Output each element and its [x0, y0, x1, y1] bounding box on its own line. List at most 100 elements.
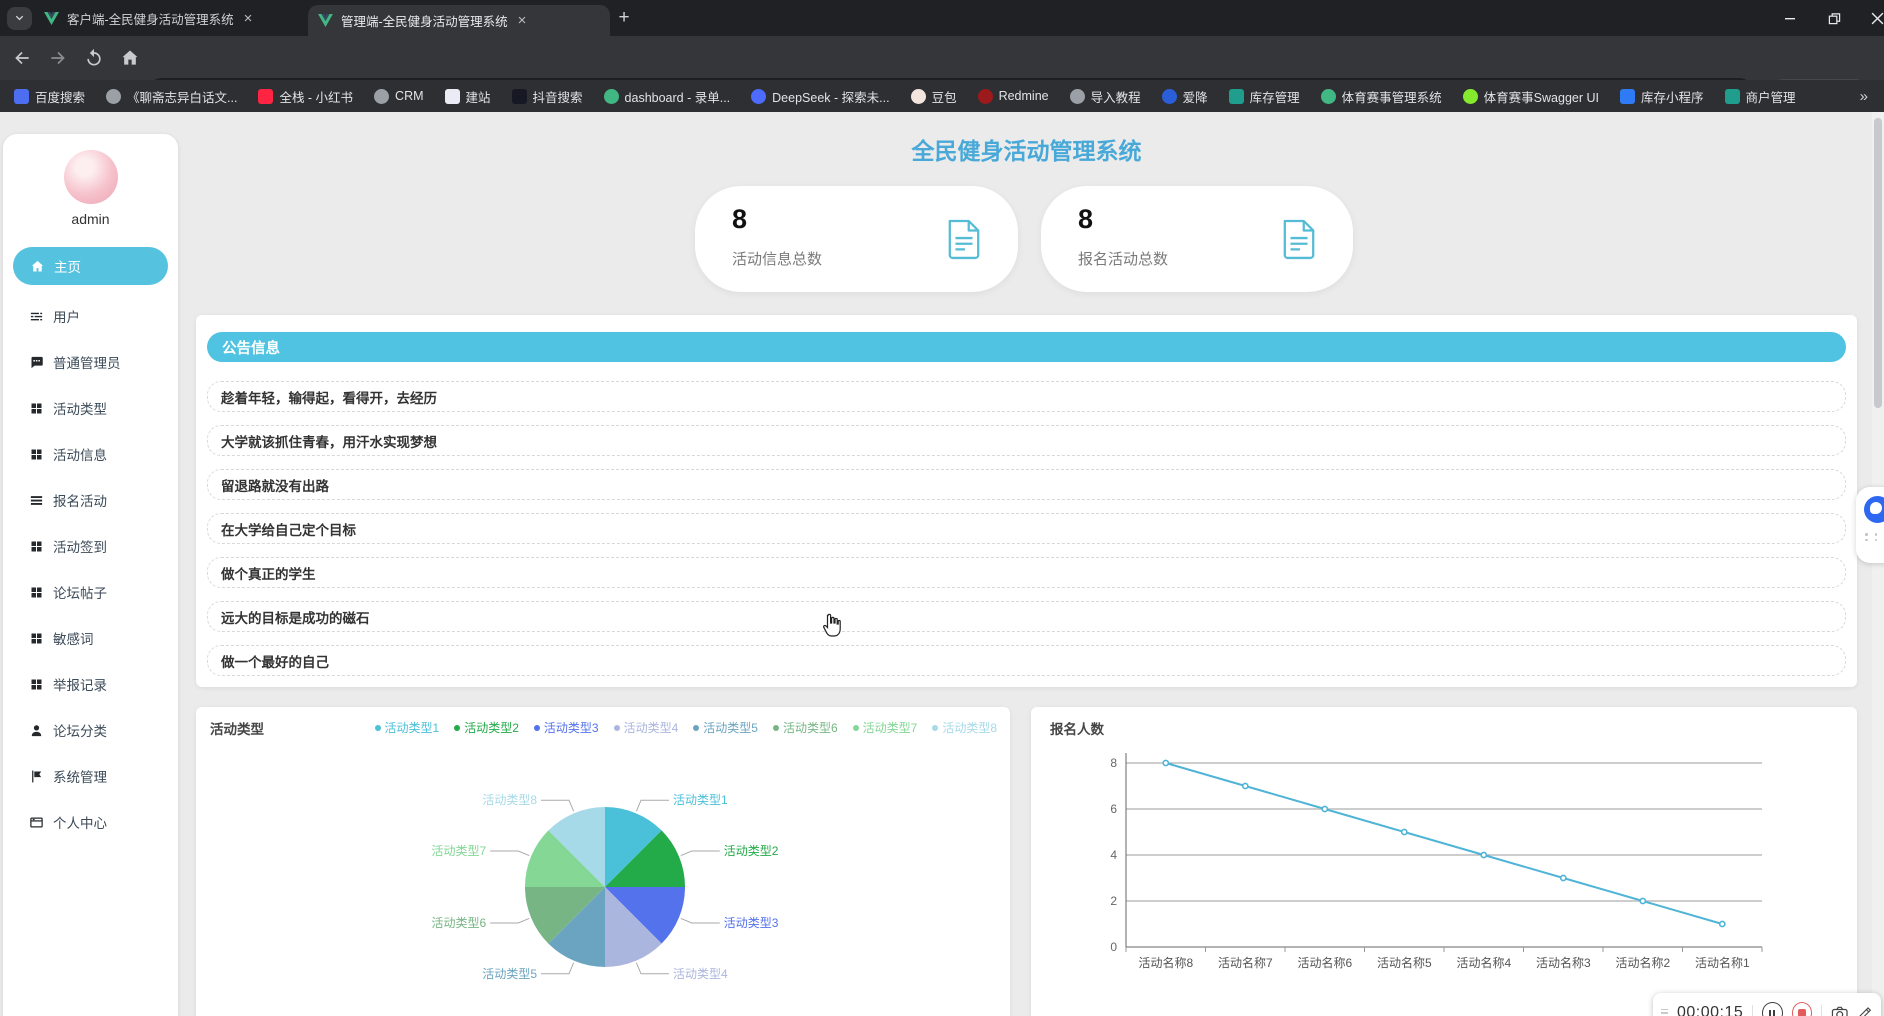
home-icon: [30, 259, 45, 274]
bookmark-item[interactable]: 爱降: [1161, 87, 1208, 106]
sidebar-item-6[interactable]: 活动签到: [3, 523, 178, 569]
recording-time: 00:00:15: [1677, 1004, 1744, 1016]
x-category-label: 活动名称6: [1297, 955, 1352, 970]
legend-item[interactable]: 活动类型5: [693, 719, 758, 736]
tab-admin[interactable]: 管理端-全民健身活动管理系统 ×: [308, 5, 610, 36]
document-icon: [1283, 219, 1315, 260]
bookmark-label: 全栈 - 小红书: [279, 90, 354, 105]
home-icon[interactable]: [120, 48, 140, 68]
sidebar-item-2[interactable]: 普通管理员: [3, 339, 178, 385]
pie-label-line: [541, 799, 575, 812]
new-tab-button[interactable]: +: [618, 7, 630, 28]
legend-marker: [852, 724, 859, 731]
back-icon[interactable]: [12, 48, 32, 68]
bookmark-item[interactable]: 商户管理: [1724, 87, 1796, 106]
bookmark-item[interactable]: 体育赛事Swagger UI: [1462, 87, 1599, 106]
bookmark-item[interactable]: 抖音搜索: [511, 87, 583, 106]
bookmarks-overflow-icon[interactable]: »: [1859, 87, 1868, 105]
bookmark-item[interactable]: 《聊斋志异白话文...: [106, 87, 237, 106]
sidebar-item-3[interactable]: 活动类型: [3, 385, 178, 431]
legend-item[interactable]: 活动类型1: [374, 719, 440, 736]
legend-label: 活动类型1: [384, 721, 440, 735]
pie-slice: [525, 887, 605, 944]
pause-button[interactable]: [1762, 1002, 1783, 1016]
forward-icon[interactable]: [48, 48, 68, 68]
pencil-icon[interactable]: [1857, 1005, 1873, 1016]
maximize-button[interactable]: [1812, 0, 1857, 36]
bookmark-item[interactable]: 库存小程序: [1619, 87, 1704, 106]
pie-label: 活动类型1: [673, 793, 728, 807]
pie-slice: [548, 807, 605, 887]
bookmark-item[interactable]: 百度搜索: [14, 87, 85, 106]
legend-item[interactable]: 活动类型8: [932, 719, 997, 736]
y-tick-label: 2: [1110, 894, 1117, 908]
legend-item[interactable]: 活动类型4: [613, 719, 678, 736]
sidebar-item-10[interactable]: 论坛分类: [3, 707, 178, 753]
bookmark-item[interactable]: 库存管理: [1228, 87, 1300, 106]
bookmark-item[interactable]: 建站: [444, 87, 491, 106]
pie-chart-card: 活动类型 活动类型1 活动类型2 活动类型3 活动类型4 活动类型5 活动类型6 活动类型7…: [196, 707, 1010, 1016]
page-scrollbar-thumb[interactable]: [1874, 118, 1882, 408]
stat-value: 8: [1078, 204, 1094, 234]
announcement-list: 趁着年轻，输得起，看得开，去经历 大学就该抓住青春，用汗水实现梦想 留退路就没有出路…: [196, 381, 1857, 676]
camera-icon[interactable]: [1831, 1004, 1848, 1016]
minimize-button[interactable]: [1767, 0, 1812, 36]
legend-item[interactable]: 活动类型6: [772, 719, 838, 736]
tab-search-button[interactable]: [7, 7, 32, 30]
bookmark-label: 库存管理: [1249, 90, 1300, 105]
bookmark-item[interactable]: CRM: [374, 88, 424, 104]
reload-icon[interactable]: [84, 48, 104, 68]
bookmark-label: 抖音搜索: [532, 90, 583, 105]
sidebar-item-label: 论坛帖子: [53, 586, 107, 601]
legend-item[interactable]: 活动类型2: [454, 719, 519, 736]
tab-close-icon[interactable]: ×: [243, 9, 253, 27]
tab-title: 管理端-全民健身活动管理系统: [341, 15, 508, 29]
legend-item[interactable]: 活动类型7: [852, 719, 917, 736]
pie-slice: [605, 887, 662, 967]
bookmark-item[interactable]: 体育赛事管理系统: [1320, 87, 1442, 106]
sidebar-item-12[interactable]: 个人中心: [3, 799, 178, 845]
sidebar-item-8[interactable]: 敏感词: [3, 615, 178, 661]
bookmark-item[interactable]: 导入教程: [1069, 87, 1141, 106]
sidebar-item-11[interactable]: 系统管理: [3, 753, 178, 799]
tab-close-icon[interactable]: ×: [517, 12, 527, 29]
pie-label: 活动类型4: [673, 967, 728, 981]
sidebar-item-5[interactable]: 报名活动: [3, 477, 178, 523]
assistant-widget[interactable]: [1856, 487, 1884, 563]
sidebar-item-9[interactable]: 举报记录: [3, 661, 178, 707]
grid-icon: [29, 677, 44, 692]
stat-card-signups: 8 报名活动总数: [1041, 186, 1353, 292]
avatar: [63, 150, 118, 204]
sidebar-item-0[interactable]: 主页: [13, 247, 168, 285]
drag-handle-icon[interactable]: [1661, 1008, 1668, 1016]
pie-label-line: [635, 962, 669, 975]
bookmark-label: 建站: [465, 90, 491, 105]
restore-icon: [1828, 12, 1841, 24]
bookmark-favicon-icon: [374, 88, 390, 104]
bookmark-item[interactable]: dashboard - 录单...: [603, 87, 730, 106]
widget-drag-handle-icon[interactable]: [1865, 533, 1884, 541]
tab-client[interactable]: 客户端-全民健身活动管理系统 ×: [34, 0, 320, 36]
legend-item[interactable]: 活动类型3: [533, 719, 599, 736]
stop-record-button[interactable]: [1791, 1002, 1812, 1016]
sidebar-item-1[interactable]: 用户: [3, 293, 178, 339]
close-button[interactable]: [1855, 0, 1884, 36]
sidebar-item-4[interactable]: 活动信息: [3, 431, 178, 477]
sidebar-item-label: 报名活动: [53, 494, 107, 509]
bookmark-item[interactable]: 全栈 - 小红书: [258, 87, 353, 106]
minimize-icon: [1784, 18, 1795, 20]
stat-label: 报名活动总数: [1078, 251, 1169, 268]
bookmark-item[interactable]: DeepSeek - 探索未...: [751, 87, 890, 106]
bookmark-item[interactable]: Redmine: [977, 88, 1049, 104]
bookmark-label: 导入教程: [1090, 90, 1141, 105]
sidebar-item-7[interactable]: 论坛帖子: [3, 569, 178, 615]
assistant-icon[interactable]: [1864, 496, 1884, 523]
bookmark-label: 库存小程序: [1640, 90, 1704, 105]
tab-bar: 客户端-全民健身活动管理系统 × 管理端-全民健身活动管理系统 × +: [0, 0, 1884, 36]
stat-label: 活动信息总数: [732, 251, 823, 268]
sidebar-item-label: 活动签到: [53, 540, 107, 555]
legend-marker: [613, 724, 620, 731]
legend-label: 活动类型8: [942, 721, 997, 735]
bookmark-item[interactable]: 豆包: [910, 87, 957, 106]
bookmark-favicon-icon: [444, 88, 460, 104]
